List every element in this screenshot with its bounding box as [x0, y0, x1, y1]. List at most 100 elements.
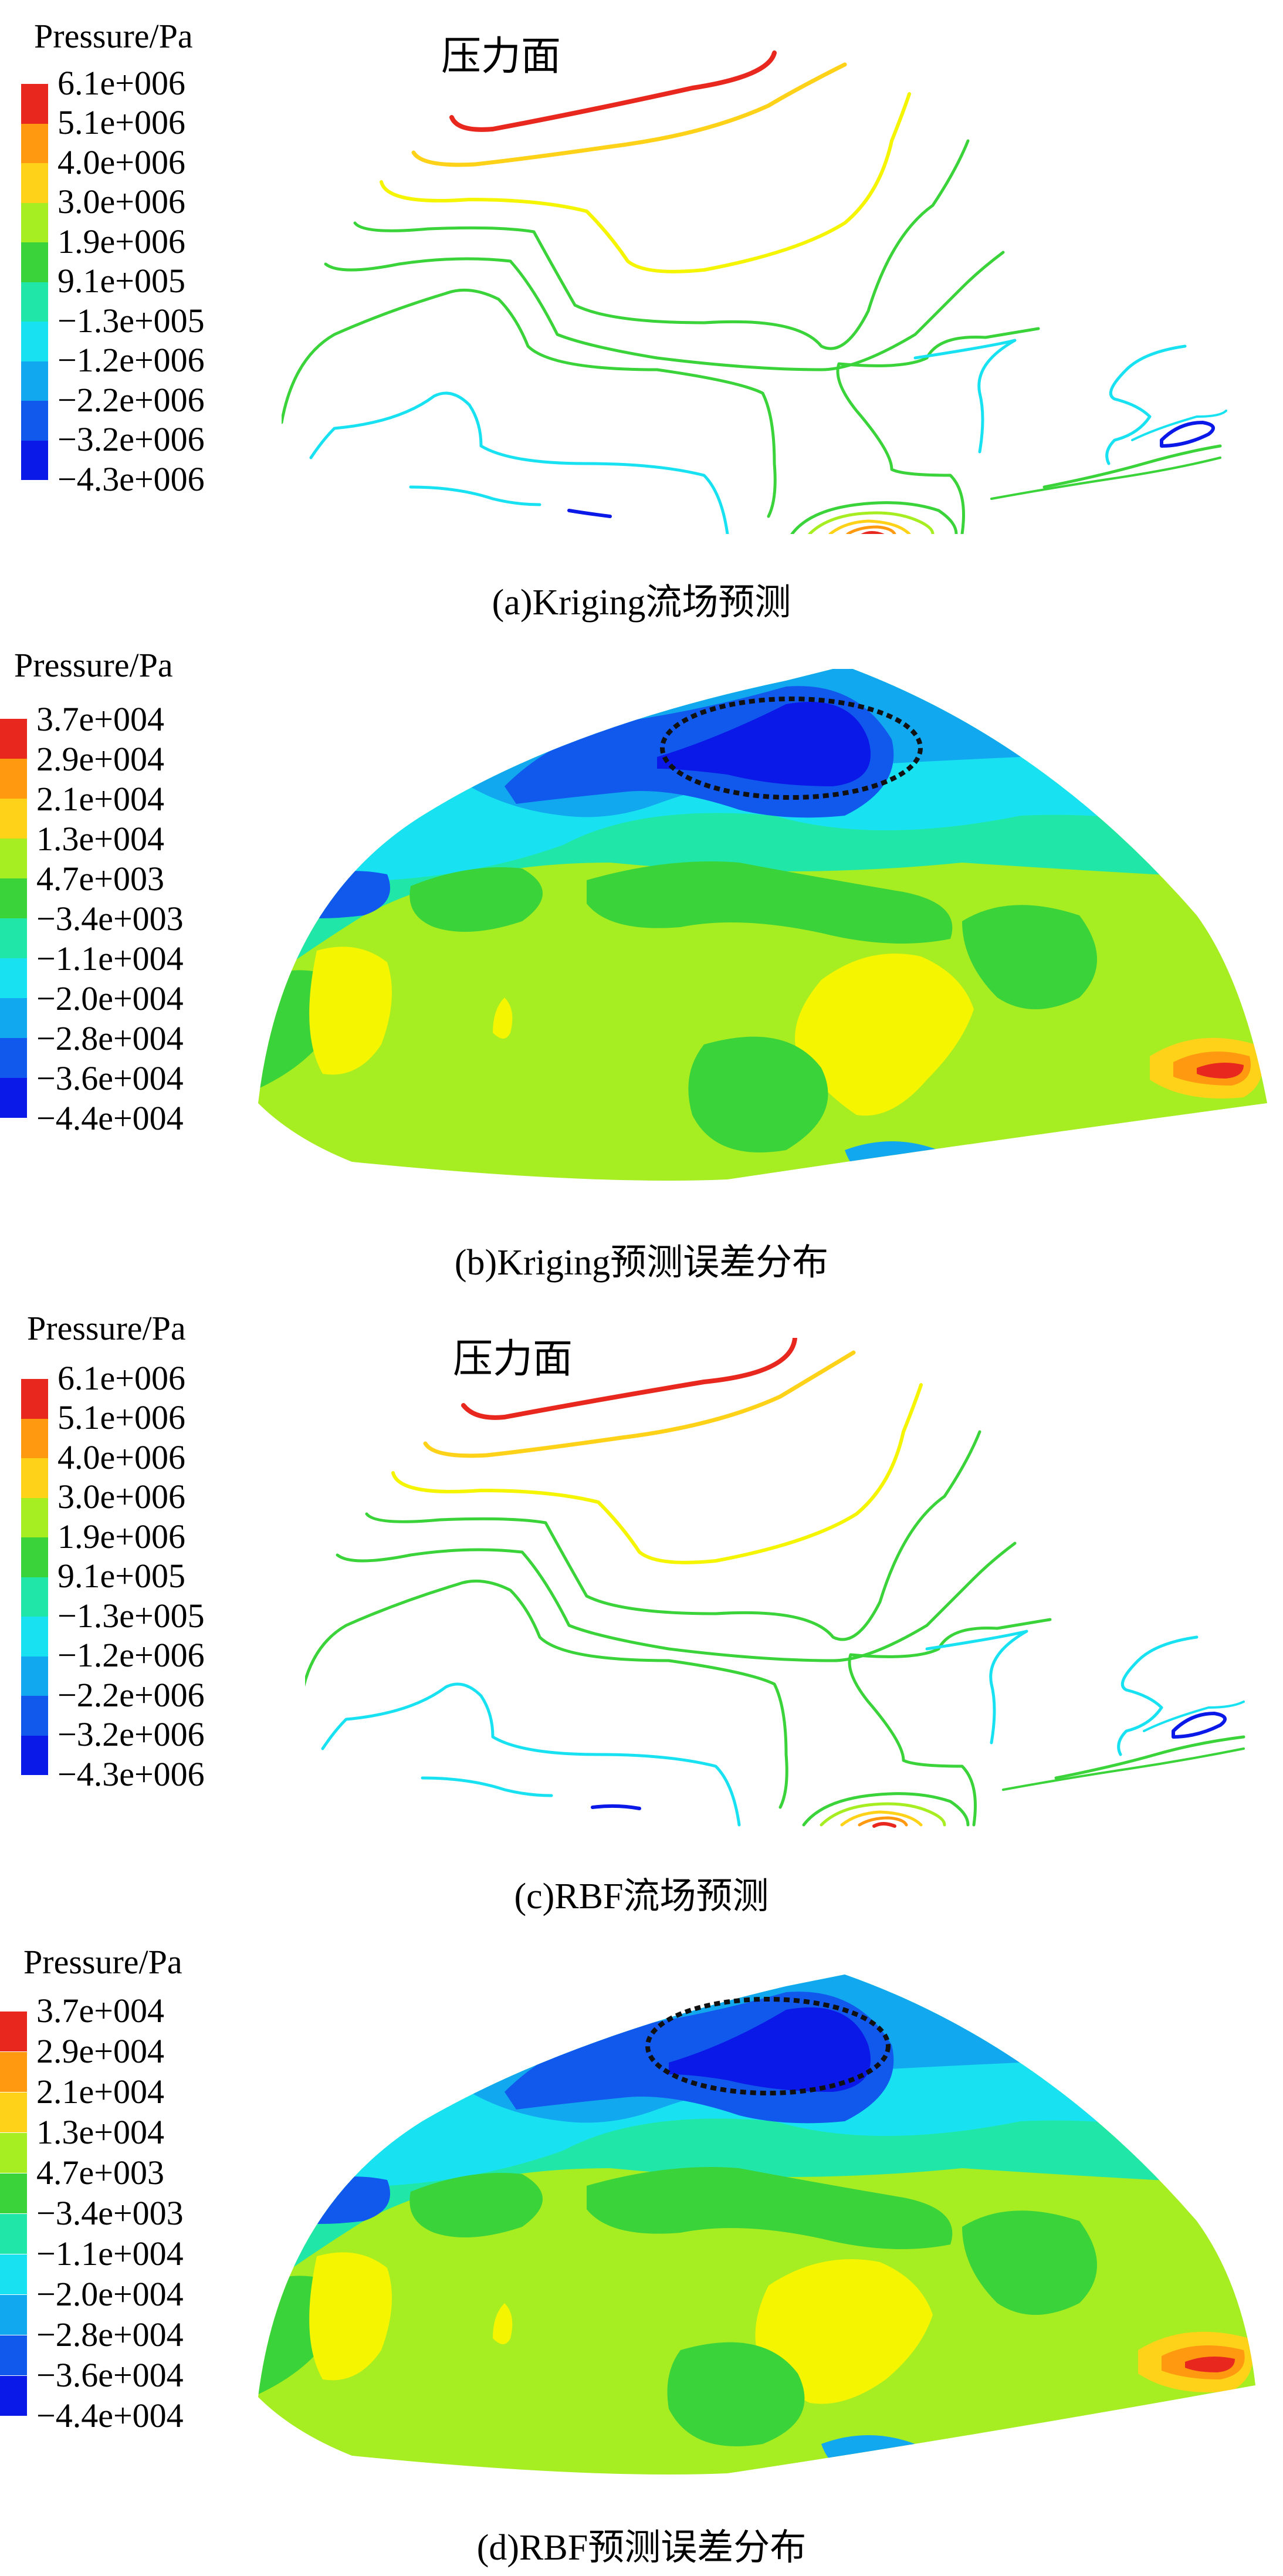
contour-line — [1105, 344, 1187, 465]
field-region — [667, 2342, 805, 2446]
contour-line — [336, 1541, 1017, 1662]
colorbar-tick: −1.3e+005 — [57, 302, 205, 340]
colorbar-swatch — [0, 2133, 27, 2173]
field-region — [821, 2435, 918, 2474]
contour-line — [836, 327, 1040, 534]
colorbar-swatch — [21, 1617, 48, 1657]
contour-line — [1042, 444, 1222, 489]
contour-line — [391, 1383, 923, 1564]
contour-line — [461, 1338, 797, 1420]
colorbar-swatch — [21, 1656, 48, 1696]
colorbar-swatch — [21, 1497, 48, 1537]
colorbar-tick: 1.9e+006 — [57, 1517, 185, 1556]
colorbar-tick: −3.4e+003 — [36, 2194, 184, 2232]
contour-line — [828, 519, 911, 534]
colorbar-tick: −2.2e+006 — [57, 1676, 205, 1714]
colorbar-swatch — [0, 2173, 27, 2213]
colorbar-swatch — [0, 799, 27, 839]
colorbar-swatch — [21, 440, 48, 480]
colorbar-tick: 4.7e+003 — [36, 2154, 164, 2192]
colorbar-tick: 1.3e+004 — [36, 2113, 164, 2151]
colorbar-swatch — [0, 2376, 27, 2416]
field-region — [493, 2303, 513, 2344]
contour-line — [1160, 421, 1215, 448]
colorbar-tick: 2.1e+004 — [36, 780, 164, 818]
colorbar-tick: −1.2e+006 — [57, 1636, 205, 1674]
contour-line — [861, 531, 885, 534]
contour-line — [1054, 1735, 1245, 1780]
field-region — [795, 954, 974, 1116]
panel-a: Pressure/Pa 6.1e+006 5.1e+006 4.0e+006 3… — [0, 0, 1283, 645]
colorbar-tick: −2.8e+004 — [36, 2315, 184, 2354]
contour-line — [872, 1822, 896, 1828]
colorbar-swatch — [0, 2012, 27, 2051]
pressure-surface-label: 压力面 — [441, 34, 561, 79]
highlight-ellipse — [660, 697, 923, 800]
legend-title-c: Pressure/Pa — [27, 1309, 186, 1347]
field-region — [755, 2259, 933, 2404]
field-region — [845, 1141, 941, 1181]
contour-line — [990, 457, 1221, 500]
contour-line — [449, 50, 777, 132]
field-region — [309, 2252, 392, 2381]
colorbar-swatch — [0, 2052, 27, 2092]
colorbar-tick: −4.4e+004 — [36, 1099, 184, 1137]
colorbar-tick: −4.3e+006 — [57, 460, 205, 498]
colorbar-tick: −3.6e+004 — [36, 1059, 184, 1097]
colorbar-swatch — [21, 401, 48, 441]
contour-line — [1143, 1701, 1245, 1732]
contour-line — [820, 1802, 946, 1827]
legend-title-b: Pressure/Pa — [14, 646, 173, 684]
legend-title-d: Pressure/Pa — [23, 1943, 182, 1981]
colorbar-tick: −4.4e+004 — [36, 2396, 184, 2435]
highlight-ellipse — [645, 1997, 891, 2095]
field-region — [962, 905, 1097, 1009]
field-region — [688, 1036, 828, 1152]
colorbar-swatch — [21, 1537, 48, 1577]
colorbar-tick: −4.3e+006 — [57, 1755, 205, 1793]
colorbar-swatch — [0, 998, 27, 1038]
colorbar-swatch — [0, 958, 27, 998]
colorbar-swatch — [0, 719, 27, 759]
contour-line — [567, 509, 612, 518]
caption-b: (b)Kriging预测误差分布 — [454, 1243, 829, 1283]
colorbar-swatch — [21, 123, 48, 163]
colorbar-swatch — [0, 1038, 27, 1078]
panel-c: Pressure/Pa 6.1e+006 5.1e+006 4.0e+006 3… — [0, 1297, 1283, 1942]
contour-line — [423, 1350, 856, 1458]
colorbar-tick: 5.1e+006 — [57, 1398, 185, 1436]
colorbar-tick: 6.1e+006 — [57, 64, 185, 102]
colorbar-tick: 2.9e+004 — [36, 2032, 164, 2070]
caption-c: (c)RBF流场预测 — [514, 1877, 769, 1916]
colorbar-tick: −3.2e+006 — [57, 1715, 205, 1753]
colorbar-tick: 2.1e+004 — [36, 2073, 164, 2111]
contour-line — [913, 339, 1017, 454]
contour-line — [365, 1430, 981, 1641]
contour-line — [848, 1618, 1052, 1827]
colorbar-tick: 1.3e+004 — [36, 820, 164, 858]
colorbar-swatch — [21, 322, 48, 361]
colorbar-swatch — [0, 2092, 27, 2132]
colorbar-swatch — [21, 1418, 48, 1458]
colorbar-tick: 4.0e+006 — [57, 143, 185, 181]
field-region — [409, 2173, 543, 2237]
colorbar-tick: 3.7e+004 — [36, 1992, 164, 2030]
contour-line — [1131, 410, 1227, 441]
colorbar-tick: 4.7e+003 — [36, 860, 164, 898]
field-region — [1197, 1063, 1244, 1079]
field-region — [669, 2007, 871, 2092]
contour-line — [808, 511, 935, 534]
field-region — [587, 2167, 953, 2249]
contour-plot-a — [282, 50, 1227, 534]
contour-line — [309, 391, 729, 534]
colorbar-tick: −2.2e+006 — [57, 381, 205, 419]
colorbar-swatch — [0, 2335, 27, 2375]
panel-b: Pressure/Pa 3.7e+004 2.9e+004 2.1e+004 1… — [0, 645, 1283, 1297]
panel-d: Pressure/Pa 3.7e+004 2.9e+004 2.1e+004 1… — [0, 1942, 1283, 2576]
legend-title-a: Pressure/Pa — [34, 17, 193, 55]
colorbar-tick: 6.1e+006 — [57, 1359, 185, 1397]
colorbar-swatch — [0, 2295, 27, 2335]
contour-line — [409, 485, 541, 506]
contour-line — [1002, 1747, 1245, 1791]
colorbar-tick: −3.2e+006 — [57, 420, 205, 458]
